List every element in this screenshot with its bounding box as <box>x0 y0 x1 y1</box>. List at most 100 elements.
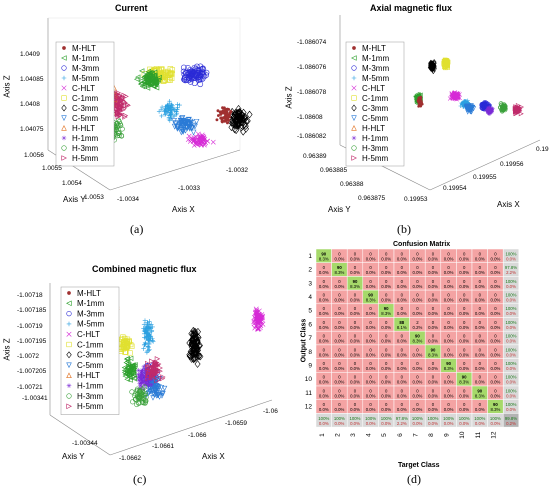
cell-value: 0 <box>338 306 341 311</box>
data-point <box>204 138 210 144</box>
data-point <box>61 75 67 81</box>
data-point <box>466 106 472 112</box>
cell-value: 90 <box>462 375 467 380</box>
cell-value: 0 <box>323 402 326 407</box>
cell-value: 100% <box>506 402 517 407</box>
cell-percent: 0.0% <box>335 297 345 302</box>
data-point <box>487 106 492 111</box>
cell-value: 0 <box>323 292 326 297</box>
legend-entry: C-3mm <box>72 104 99 113</box>
legend-entry: H-HLT <box>362 124 385 133</box>
data-point <box>419 99 423 103</box>
panel-a-zticks: 1.0409 1.04085 1.0408 1.04075 <box>20 42 44 142</box>
cell-value: 0 <box>369 361 372 366</box>
data-point <box>174 124 181 131</box>
panel-a-ytick-2: 1.0054 <box>62 180 82 187</box>
cell-percent: 0.0% <box>319 325 329 330</box>
data-point <box>114 111 121 118</box>
data-point <box>187 73 194 80</box>
cell-value: 0 <box>323 265 326 270</box>
cell-percent: 0.0% <box>428 325 438 330</box>
data-point <box>66 331 72 337</box>
data-point <box>487 109 492 114</box>
data-point <box>196 135 202 140</box>
panel-c-ytick-0: -1.00341 <box>22 395 48 402</box>
cell-value: 0 <box>416 361 419 366</box>
cell-value: 0 <box>401 279 404 284</box>
data-point <box>159 375 166 382</box>
data-point <box>126 362 132 368</box>
cell-percent: 0.0% <box>350 297 360 302</box>
data-point <box>431 63 437 71</box>
cell-percent: 0.0% <box>506 352 516 357</box>
cell-value: 0 <box>369 265 372 270</box>
data-point <box>195 352 202 361</box>
legend-entry: M-1mm <box>77 299 104 308</box>
cell-percent: 0.0% <box>491 393 501 398</box>
data-point <box>138 383 143 388</box>
data-point <box>139 373 145 378</box>
data-point <box>66 403 72 410</box>
col-tick: 3 <box>350 433 357 437</box>
data-point <box>119 126 125 132</box>
data-point <box>61 125 67 131</box>
data-point <box>518 111 524 117</box>
cell-percent: 0.0% <box>428 311 438 316</box>
cell-value: 0 <box>479 251 482 256</box>
data-point <box>134 402 140 408</box>
cell-percent: 0.0% <box>319 270 329 275</box>
cell-value: 0 <box>369 279 372 284</box>
cell-value: 0 <box>369 402 372 407</box>
cell-value: 0 <box>369 306 372 311</box>
data-point <box>133 76 140 82</box>
cell-value: 0 <box>463 265 466 270</box>
tick: -1.00721 <box>17 383 43 391</box>
cell-value: 0 <box>323 375 326 380</box>
cell-value: 0 <box>369 320 372 325</box>
cell-percent: 0.0% <box>413 311 423 316</box>
cell-percent: 0.0% <box>413 256 423 261</box>
tick: -1.007185 <box>17 307 47 315</box>
data-point <box>351 115 357 121</box>
data-point <box>136 393 142 399</box>
cell-value: 0 <box>354 251 357 256</box>
data-point <box>124 372 131 378</box>
cell-percent: 0.0% <box>475 297 485 302</box>
cell-value: 0 <box>401 292 404 297</box>
cell-value: 100% <box>381 416 392 421</box>
data-point <box>351 135 357 141</box>
panel-b-ytick-3: 0.963875 <box>358 195 386 202</box>
cell-percent: 0.0% <box>491 339 501 344</box>
cell-value: 0 <box>338 402 341 407</box>
data-point <box>185 137 191 143</box>
cell-percent: 0.2% <box>413 325 423 330</box>
cell-percent: 0.0% <box>459 325 469 330</box>
cell-percent: 0.0% <box>475 270 485 275</box>
data-point <box>168 115 174 121</box>
data-point <box>177 102 182 108</box>
data-point <box>191 80 198 87</box>
data-point <box>229 116 236 125</box>
cell-percent: 0.0% <box>335 284 345 289</box>
cell-percent: 0.0% <box>491 421 501 426</box>
legend-entry: H-3mm <box>72 144 99 153</box>
data-point <box>147 338 153 343</box>
data-point <box>154 356 161 362</box>
data-point <box>66 372 72 379</box>
panel-b-zlabel: Axis Z <box>284 86 294 109</box>
cell-percent: 0.0% <box>381 270 391 275</box>
data-point <box>141 387 146 392</box>
cell-percent: 0.0% <box>350 270 360 275</box>
data-point <box>142 318 148 323</box>
data-point <box>128 341 134 348</box>
cell-percent: 0.0% <box>350 407 360 412</box>
data-point <box>191 327 198 336</box>
row-tick: 11 <box>305 390 312 397</box>
legend-box <box>60 286 120 415</box>
cell-percent: 0.0% <box>319 297 329 302</box>
data-point <box>428 64 434 71</box>
cell-percent: 0.0% <box>413 407 423 412</box>
cell-percent: 0.0% <box>506 297 516 302</box>
cell-percent: 0.0% <box>319 380 329 385</box>
cell-value: 0 <box>385 334 388 339</box>
